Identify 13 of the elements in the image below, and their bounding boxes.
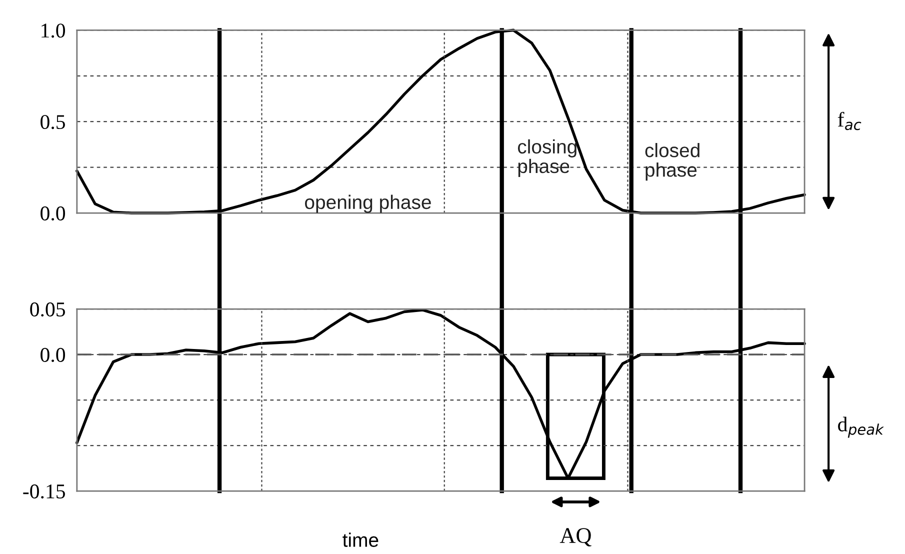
y-tick-label: 1.0 (42, 24, 66, 38)
annotation: opening phase (305, 194, 431, 213)
y-tick-label: -0.15 (23, 484, 65, 499)
y-tick-label: 0.5 (40, 114, 65, 130)
text: f$_{ac}$ (838, 112, 862, 130)
y-tick-label: 0.05 (30, 302, 65, 317)
text: d$_{peak}$ (838, 416, 884, 438)
x-axis-title: time (342, 532, 378, 547)
annotation: closing phase (518, 139, 576, 177)
text: AQ (560, 528, 592, 546)
y-tick-label: 0.0 (40, 206, 66, 221)
annotation: closed phase (645, 142, 700, 181)
y-tick-label: 0.0 (40, 348, 66, 362)
